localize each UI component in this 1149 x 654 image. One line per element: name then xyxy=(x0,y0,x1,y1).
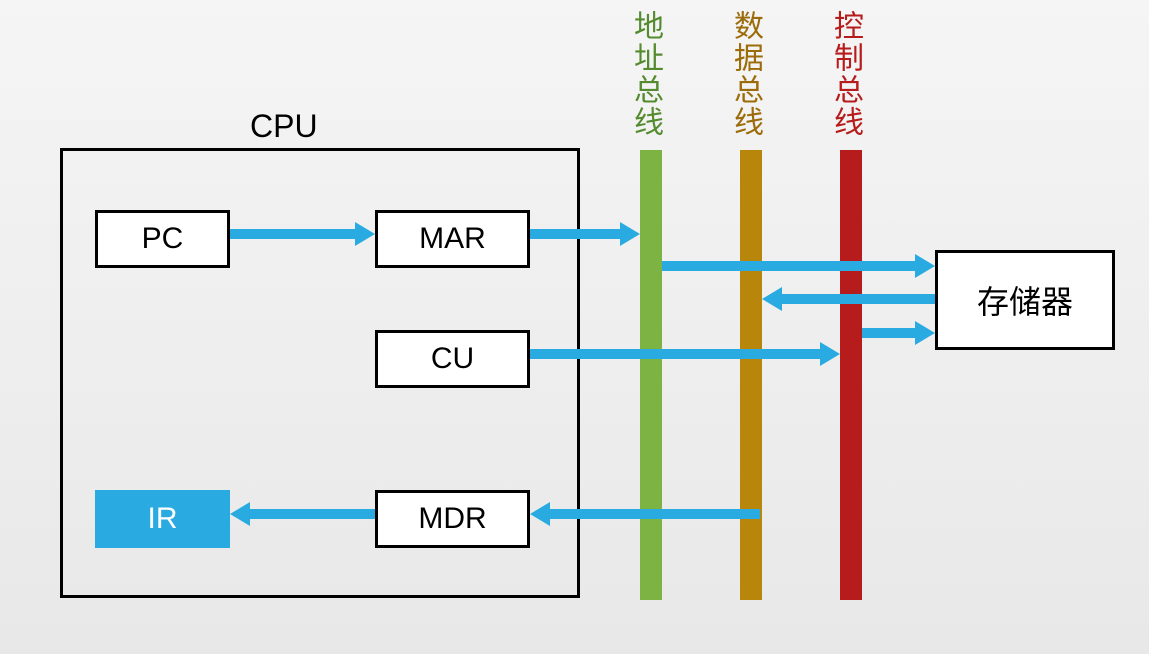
mdr-box: MDR xyxy=(375,490,530,548)
arrowhead-mdr-ir xyxy=(230,502,250,526)
cu-box: CU xyxy=(375,330,530,388)
pc-label: PC xyxy=(142,222,184,256)
memory-box: 存储器 xyxy=(935,250,1115,350)
arrow-cu-cbus xyxy=(530,349,825,359)
memory-label: 存储器 xyxy=(977,277,1073,323)
arrow-cbus-mem xyxy=(862,328,920,338)
pc-box: PC xyxy=(95,210,230,268)
arrow-dbus-mdr xyxy=(548,509,760,519)
arrowhead-cbus-mem xyxy=(915,321,935,345)
arrowhead-mar-abus xyxy=(620,222,640,246)
ir-label: IR xyxy=(148,502,178,536)
mdr-label: MDR xyxy=(418,502,486,536)
cu-label: CU xyxy=(431,342,474,376)
control-bus xyxy=(840,150,862,600)
ir-box: IR xyxy=(95,490,230,548)
arrow-mdr-ir xyxy=(248,509,375,519)
data-bus-label: 数据总线 xyxy=(730,10,760,138)
arrowhead-mem-dbus xyxy=(762,287,782,311)
data-bus xyxy=(740,150,762,600)
mar-label: MAR xyxy=(419,222,486,256)
address-bus xyxy=(640,150,662,600)
arrow-abus-mem xyxy=(662,261,920,271)
cpu-bus-diagram: CPU 地址总线 数据总线 控制总线 PC MAR CU IR MDR xyxy=(0,0,1149,654)
arrowhead-dbus-mdr xyxy=(530,502,550,526)
arrow-mem-dbus xyxy=(780,294,935,304)
arrowhead-cu-cbus xyxy=(820,342,840,366)
arrowhead-abus-mem xyxy=(915,254,935,278)
arrow-pc-mar xyxy=(230,229,360,239)
arrow-mar-abus xyxy=(530,229,625,239)
control-bus-label: 控制总线 xyxy=(830,10,860,138)
cpu-label: CPU xyxy=(250,108,318,145)
address-bus-label: 地址总线 xyxy=(630,10,660,138)
mar-box: MAR xyxy=(375,210,530,268)
arrowhead-pc-mar xyxy=(355,222,375,246)
